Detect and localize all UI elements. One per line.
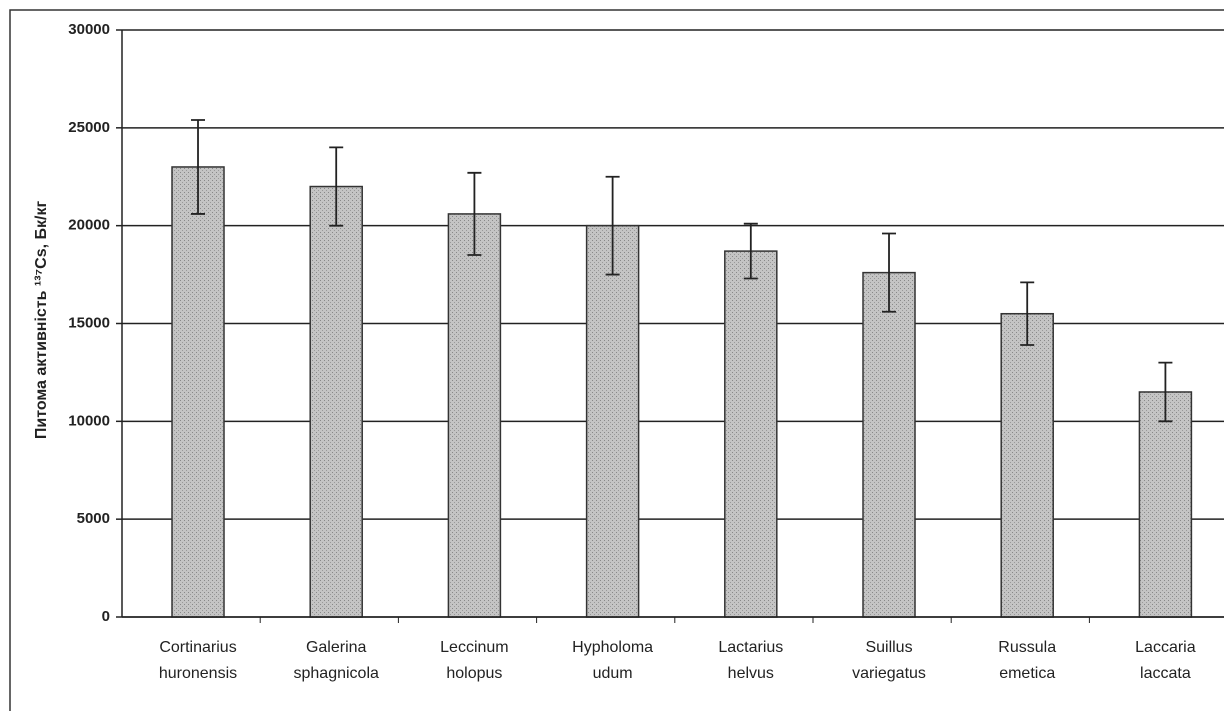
y-tick-label: 25000 <box>68 119 110 136</box>
x-tick-label: emetica <box>999 665 1055 682</box>
x-tick-label: Lactarius <box>718 639 783 656</box>
error-bar <box>743 222 758 280</box>
x-tick-label: udum <box>593 665 633 682</box>
x-tick-label: Hypholoma <box>572 639 653 656</box>
y-tick-label: 30000 <box>68 21 110 38</box>
bar <box>171 166 225 618</box>
x-tick-label: huronensis <box>159 665 237 682</box>
x-tick-label: helvus <box>728 665 774 682</box>
x-tick-label: variegatus <box>852 665 926 682</box>
bar <box>1000 312 1054 618</box>
bar <box>724 250 778 618</box>
error-bar <box>1158 361 1173 423</box>
x-tick-label: Leccinum <box>440 639 508 656</box>
error-bar <box>191 119 206 215</box>
error-bar <box>882 232 897 313</box>
error-bar <box>329 146 344 227</box>
frame <box>9 9 1224 711</box>
y-tick-label: 5000 <box>77 510 110 527</box>
bar <box>309 185 363 618</box>
bar <box>585 224 640 618</box>
bar <box>447 213 502 618</box>
y-tick-label: 0 <box>102 608 110 625</box>
error-bar <box>467 171 482 256</box>
y-tick-label: 10000 <box>68 412 110 429</box>
y-axis-label: Питома активність ¹³⁷Cs, Бк/кг <box>33 201 50 440</box>
x-tick-label: Galerina <box>306 639 367 656</box>
x-tick-label: laccata <box>1140 665 1191 682</box>
bar <box>1138 391 1193 618</box>
x-tick-label: Russula <box>998 639 1056 656</box>
error-bar <box>1020 281 1035 346</box>
y-tick-label: 15000 <box>68 314 110 331</box>
error-bar <box>605 175 620 276</box>
x-tick-label: Suillus <box>865 639 912 656</box>
x-tick-label: Laccaria <box>1135 639 1196 656</box>
x-tick-label: sphagnicola <box>294 665 380 682</box>
y-tick-label: 20000 <box>68 217 110 234</box>
bar <box>862 271 916 618</box>
x-tick-label: holopus <box>446 665 502 682</box>
x-tick-label: Cortinarius <box>159 639 236 656</box>
